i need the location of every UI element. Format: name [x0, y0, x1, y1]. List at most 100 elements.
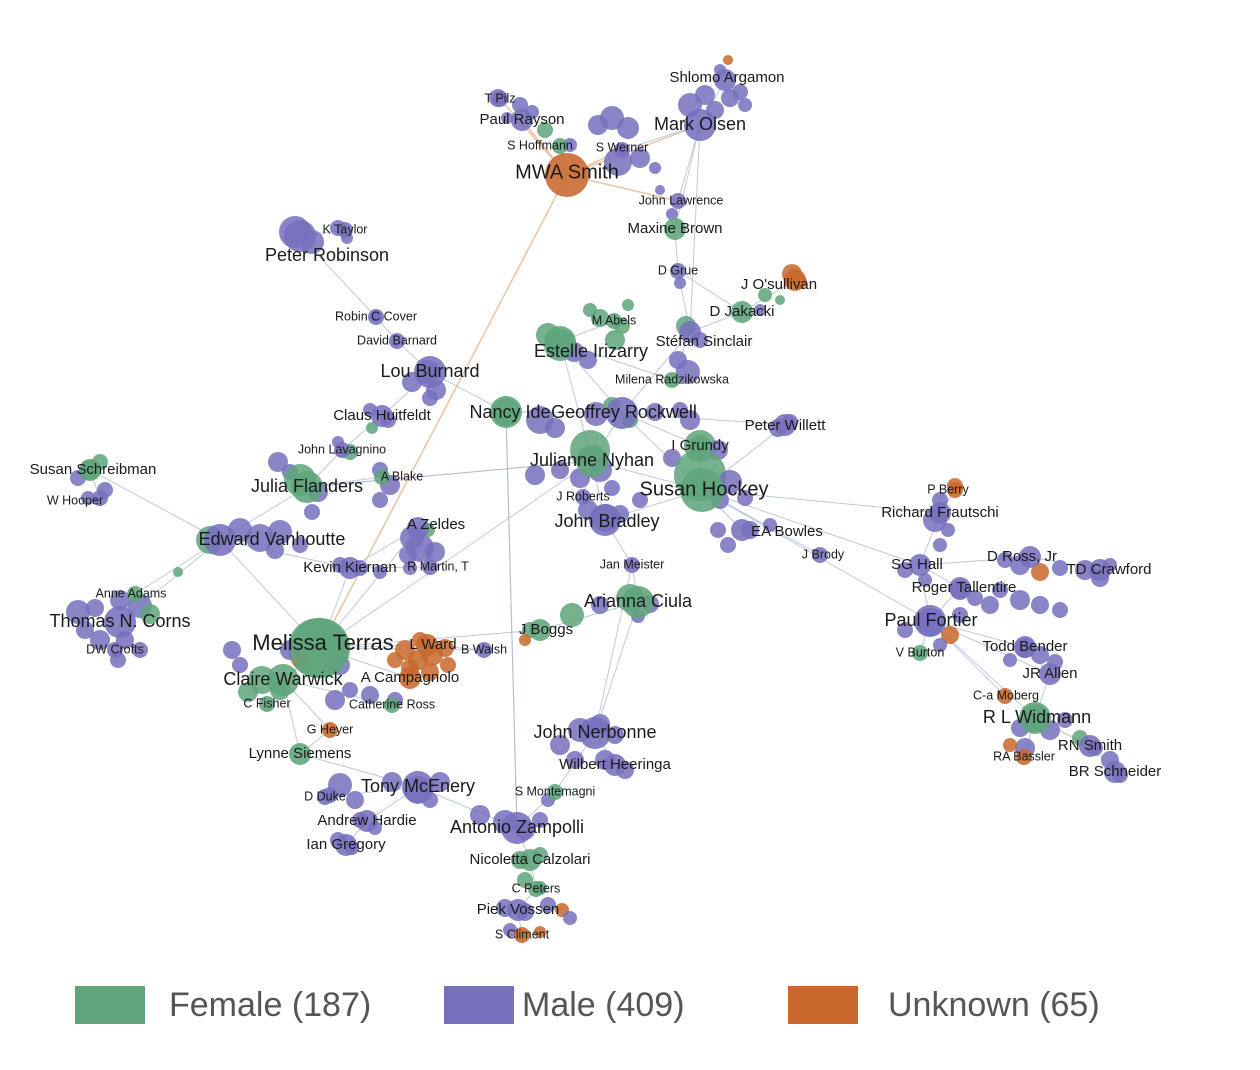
node-campagnolo[interactable]	[399, 667, 421, 689]
node-bassler[interactable]	[1016, 749, 1032, 765]
cluster-node	[361, 686, 379, 704]
node-cfisher[interactable]	[259, 696, 275, 712]
node-calzolari[interactable]	[519, 849, 541, 871]
legend-item-female: Female (187)	[75, 985, 371, 1025]
node-bwalsh[interactable]	[476, 642, 492, 658]
node-bender[interactable]	[1014, 636, 1036, 658]
node-label-blake: A Blake	[381, 469, 423, 483]
node-grue[interactable]	[670, 263, 686, 279]
node-hockey[interactable]	[680, 468, 724, 512]
node-sghall[interactable]	[909, 554, 931, 576]
node-tdcrawford[interactable]	[1089, 559, 1111, 581]
node-duke[interactable]	[317, 789, 333, 805]
node-sinclair[interactable]	[679, 321, 701, 343]
cluster-node	[346, 791, 364, 809]
node-label-berry: P Berry	[927, 482, 969, 496]
node-barnard[interactable]	[389, 333, 405, 349]
cluster-node	[632, 492, 648, 508]
node-lavagnino[interactable]	[334, 442, 350, 458]
node-osullivan[interactable]	[784, 269, 806, 291]
node-moberg[interactable]	[997, 688, 1013, 704]
cluster-node	[646, 403, 664, 421]
node-climent[interactable]	[514, 927, 530, 943]
node-werner[interactable]	[614, 142, 630, 158]
node-rockwell[interactable]	[606, 397, 638, 429]
node-flanders[interactable]	[291, 471, 323, 503]
node-bowles[interactable]	[731, 519, 753, 541]
node-label-jrallen: JR Allen	[1022, 665, 1077, 682]
node-frautschi[interactable]	[929, 502, 951, 524]
node-label-jakacki: D Jakacki	[709, 303, 774, 320]
edge-grue-jakacki	[677, 270, 743, 313]
node-ktaylor[interactable]	[337, 222, 353, 238]
cluster-node	[952, 607, 968, 623]
node-warwick[interactable]	[267, 664, 299, 696]
node-siemens[interactable]	[289, 743, 311, 765]
node-lward[interactable]	[416, 634, 438, 656]
node-crofts[interactable]	[107, 642, 123, 658]
node-robinson[interactable]	[284, 220, 316, 252]
node-heyer[interactable]	[322, 722, 338, 738]
node-tallentire[interactable]	[949, 577, 971, 599]
node-radz[interactable]	[664, 372, 680, 388]
node-jroberts[interactable]	[575, 489, 591, 505]
node-mbrown[interactable]	[664, 218, 686, 240]
node-label-bwalsh: B Walsh	[461, 642, 507, 656]
node-burnard[interactable]	[414, 356, 446, 388]
cluster-node	[66, 600, 90, 624]
node-grundy[interactable]	[689, 435, 711, 457]
node-jboggs[interactable]	[529, 619, 551, 641]
node-irizarry[interactable]	[544, 326, 576, 358]
cluster-node	[268, 452, 288, 472]
node-zampolli[interactable]	[501, 812, 533, 844]
node-brody[interactable]	[812, 547, 828, 563]
node-rnsmith[interactable]	[1079, 735, 1101, 757]
node-hooper[interactable]	[92, 490, 108, 506]
node-berry[interactable]	[947, 482, 963, 498]
node-huitfeldt[interactable]	[371, 405, 393, 427]
node-mcenery[interactable]	[402, 771, 434, 803]
node-nerbonne[interactable]	[579, 717, 611, 749]
cluster-node	[421, 663, 439, 681]
node-burton[interactable]	[912, 645, 928, 661]
node-cover[interactable]	[368, 309, 384, 325]
node-ide[interactable]	[490, 396, 522, 428]
node-schneider[interactable]	[1104, 761, 1126, 783]
node-blake[interactable]	[374, 469, 390, 485]
node-dross[interactable]	[1019, 546, 1041, 568]
node-corns[interactable]	[104, 606, 136, 638]
node-zeldes[interactable]	[407, 517, 429, 539]
node-kiernan[interactable]	[339, 557, 361, 579]
node-pilz[interactable]	[492, 91, 508, 107]
node-gregory[interactable]	[335, 834, 357, 856]
node-olsen[interactable]	[684, 109, 716, 141]
node-rmartin[interactable]	[422, 559, 438, 575]
node-heeringa[interactable]	[604, 754, 626, 776]
node-jakacki[interactable]	[731, 301, 753, 323]
node-jrallen[interactable]	[1039, 663, 1061, 685]
node-lawrence[interactable]	[670, 193, 686, 209]
node-vossen[interactable]	[507, 899, 529, 921]
node-argamon[interactable]	[714, 69, 736, 91]
node-terras[interactable]	[290, 618, 350, 678]
node-hoffmann[interactable]	[552, 138, 568, 154]
node-montemagni[interactable]	[547, 784, 563, 800]
node-aadams[interactable]	[127, 586, 143, 602]
cluster-node	[501, 112, 513, 124]
node-cross[interactable]	[384, 697, 400, 713]
cluster-node	[666, 208, 678, 220]
node-cpeters[interactable]	[528, 881, 544, 897]
node-abels[interactable]	[606, 313, 622, 329]
node-bradley[interactable]	[589, 504, 621, 536]
node-fortier[interactable]	[914, 605, 946, 637]
node-mwa[interactable]	[545, 153, 589, 197]
node-willett[interactable]	[774, 414, 796, 436]
node-meister[interactable]	[624, 557, 640, 573]
node-ciula[interactable]	[622, 586, 654, 618]
node-widmann[interactable]	[1019, 702, 1051, 734]
node-schreibman[interactable]	[79, 459, 101, 481]
node-vanhoutte[interactable]	[204, 524, 236, 556]
node-hardie[interactable]	[356, 810, 378, 832]
node-rayson[interactable]	[511, 109, 533, 131]
node-nyhan[interactable]	[576, 445, 608, 477]
